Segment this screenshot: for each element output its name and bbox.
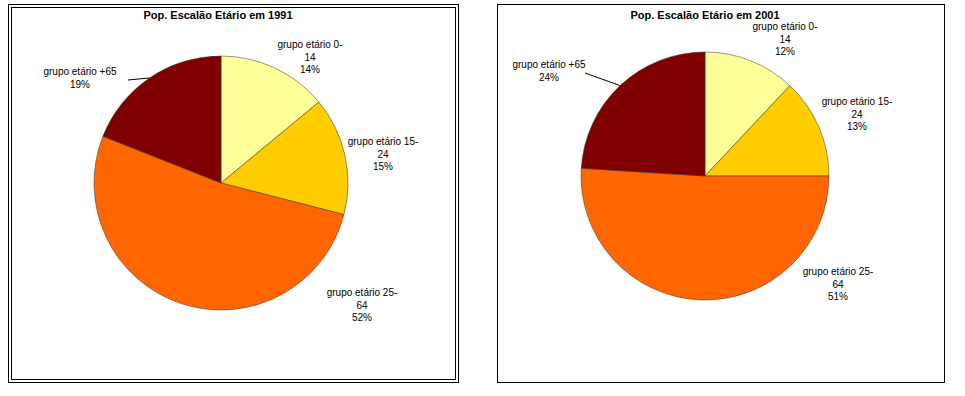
- slice-category-label: grupo etário 0-14: [752, 21, 817, 45]
- pie-slice: [103, 56, 221, 183]
- pie-slice: [705, 86, 829, 176]
- page: Pop. Escalão Etário em 1991 grupo etário …: [0, 0, 965, 396]
- pie-chart: Pop. Escalão Etário em 1991 grupo etário …: [9, 5, 459, 383]
- slice-value-label: 14%: [300, 64, 320, 75]
- slice-category-label: grupo etário 25-64: [803, 266, 874, 290]
- slice-category-label: grupo etário 15-24: [822, 96, 893, 120]
- pie-chart: Pop. Escalão Etário em 2001grupo etário …: [498, 5, 945, 383]
- slice-category-label: grupo etário +65: [512, 59, 586, 70]
- slice-value-label: 51%: [828, 291, 848, 302]
- slices: [581, 52, 829, 300]
- slice-value-label: 15%: [373, 161, 393, 172]
- leader-line: [128, 78, 150, 80]
- chart-title: Pop. Escalão Etário em 2001: [630, 9, 779, 21]
- slice-value-label: 13%: [847, 121, 867, 132]
- slices: [94, 56, 348, 310]
- slice-category-label: grupo etário +65: [43, 66, 117, 77]
- slice-category-label: grupo etário 15-24: [348, 136, 419, 160]
- chart-frame: [9, 5, 459, 383]
- pie-slice: [581, 52, 705, 176]
- chart-frame-inner: [12, 8, 456, 380]
- slice-value-label: 12%: [775, 46, 795, 57]
- slice-value-label: 19%: [70, 79, 90, 90]
- chart-frame: [498, 5, 945, 383]
- slice-value-label: 52%: [352, 312, 372, 323]
- pie-slice: [581, 168, 829, 300]
- slice-category-label: grupo etário 25-64: [327, 287, 398, 311]
- slice-category-label: grupo etário 0-14: [277, 39, 342, 63]
- chart-title: Pop. Escalão Etário em 1991: [143, 9, 292, 21]
- slice-value-label: 24%: [539, 72, 559, 83]
- leader-line: [585, 73, 620, 86]
